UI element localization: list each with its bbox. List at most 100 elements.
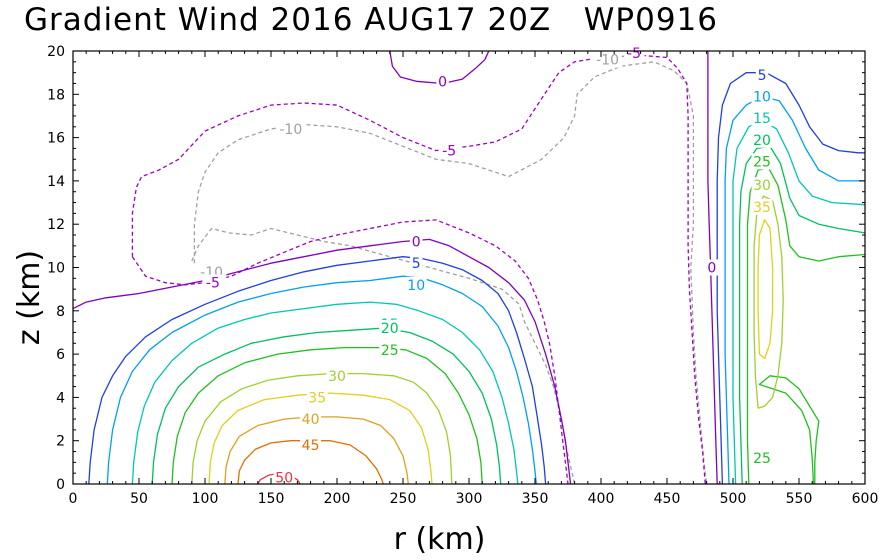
contour-label-bg [409,255,423,272]
y-tick-label: 6 [56,347,65,363]
y-tick-label: 10 [47,261,65,277]
contour-label: 45 [302,438,320,454]
contour-label: 20 [753,133,771,149]
x-tick-label: 50 [130,491,148,507]
contour-line-30 [753,195,784,409]
contour-label-bg [751,110,773,127]
y-tick-label: 18 [47,87,65,103]
x-tick-label: 0 [69,491,78,507]
contour-line-5 [88,256,547,484]
contour-label-bg [436,73,449,90]
x-tick-label: 250 [390,491,417,507]
contour-label: 15 [753,111,771,127]
contour-label-bg [751,88,773,105]
contour-label: 30 [753,178,771,194]
contour-label-bg [751,153,773,170]
contour-label-bg [379,320,401,337]
contour-label-bg [202,274,224,291]
contour-line-40 [224,416,409,484]
y-tick-label: 12 [47,217,65,233]
contour-label: -5 [442,144,456,160]
contour-line-25 [758,375,820,484]
contour-label-bg [592,51,623,68]
contour-label-bg [306,389,328,406]
contour-line-0 [73,238,572,484]
y-tick-label: 20 [47,44,65,60]
contour-label: 30 [328,369,346,385]
contour-line-10 [106,275,537,484]
contour-line-25 [171,346,483,484]
chart-title: Gradient Wind 2016 AUG17 20Z WP0916 [24,2,718,38]
contour-label: 5 [412,256,421,272]
contour-label-bg [623,45,645,62]
contour-label: 0 [707,261,716,277]
contour-label: 25 [753,451,771,467]
x-tick-label: 600 [852,491,879,507]
contour-line-35 [208,392,433,484]
contour-label-bg [409,233,423,250]
y-axis-label: z (km) [12,249,48,346]
contour-label-bg [276,120,306,137]
contour-line-35 [757,219,774,360]
contour-label-bg [751,450,773,467]
contour-line-neg10 [191,227,576,484]
contour-label-bg [300,437,322,454]
x-tick-label: 150 [258,491,285,507]
contour-label: -10 [279,122,302,138]
y-tick-label: 2 [56,434,65,450]
x-axis-label: r (km) [393,522,486,557]
contour-label: -5 [206,276,220,292]
y-tick-label: 0 [56,477,65,493]
x-tick-label: 100 [192,491,219,507]
contour-line-15 [732,119,865,484]
contour-label-bg [751,131,773,148]
y-tick-label: 4 [56,390,65,406]
contour-label: 35 [753,200,771,216]
x-tick-label: 500 [720,491,747,507]
x-tick-label: 350 [522,491,549,507]
plot-frame [72,50,866,485]
contour-label-bg [751,198,773,215]
x-tick-label: 550 [786,491,813,507]
y-tick-label: 8 [56,304,65,320]
contour-label-bg [438,142,460,159]
y-tick-label: 16 [47,131,65,147]
x-tick-label: 300 [456,491,483,507]
axes: 0 50 100 150 200 250 300 350 400 450 500 550 6000246… [47,44,878,507]
contour-line-15 [131,301,519,484]
contour-line-neg10 [193,61,708,484]
contour-label: 0 [412,235,421,251]
contour-line-20 [738,145,865,484]
contour-label-bg [405,276,427,293]
contour-line-20 [151,327,502,484]
x-tick-label: 200 [324,491,351,507]
contour-label: 50 [275,471,293,487]
contour-label: 25 [381,343,399,359]
x-tick-label: 450 [654,491,681,507]
contour-label-bg [755,66,769,83]
plot-area [73,51,865,484]
contour-label: 10 [753,89,771,105]
contour-line-25 [746,167,865,484]
contour-label-layer: 0-10-5-10-50-10-551015202530354045500510… [196,45,773,487]
contour-label: 40 [302,412,320,428]
contour-label: -5 [627,46,641,62]
contour-label: 10 [407,278,425,294]
contour-label: 0 [438,74,447,90]
contour-label-bg [705,259,719,276]
contour-label-bg [300,411,322,428]
contour-label: 5 [758,68,767,84]
contour-label: -10 [596,53,619,69]
y-tick-label: 14 [47,174,65,190]
contour-label-bg [326,367,348,384]
contour-label: 20 [381,321,399,337]
contour-label-bg [273,469,295,486]
contour-label-bg [751,177,773,194]
contour-label-bg [379,341,401,358]
contour-label: 35 [308,390,326,406]
contour-line-5 [716,72,865,484]
x-tick-label: 400 [588,491,615,507]
contour-line-10 [724,95,865,484]
contour-line-neg5 [131,54,706,484]
